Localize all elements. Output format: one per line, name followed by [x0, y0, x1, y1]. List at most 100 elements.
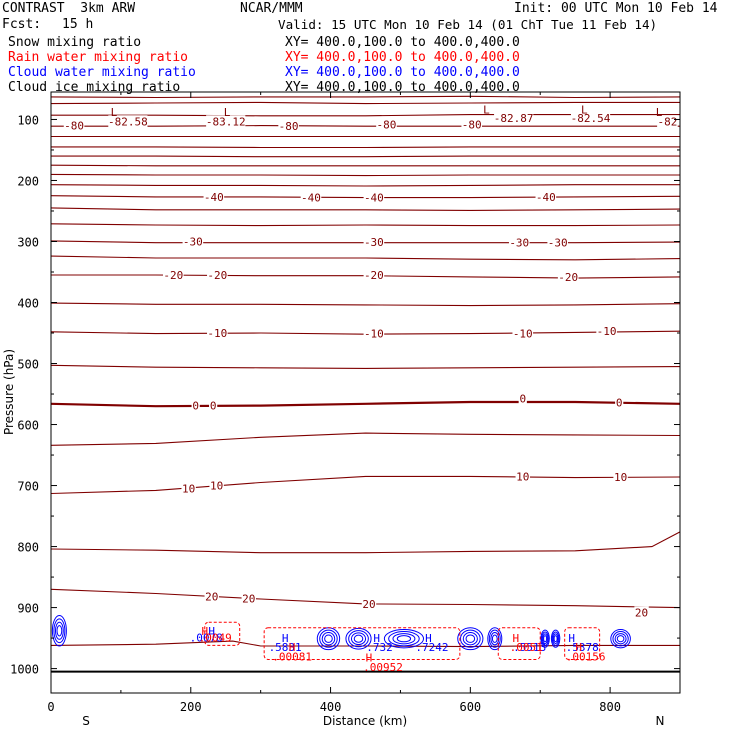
cloud-water-contour-6-2 — [542, 633, 548, 644]
y-tick-label-800: 800 — [17, 541, 39, 555]
contour-label-9-bg — [203, 190, 225, 203]
contour-label-32-bg — [613, 471, 628, 484]
rain-label-6: H — [512, 632, 519, 645]
contour-label-19: -20 — [364, 269, 384, 282]
contour-label-2-bg — [206, 115, 246, 128]
rain-label-1: .0049 — [199, 631, 232, 644]
y-tick-label-100: 100 — [17, 113, 39, 127]
cloud-water-contour-7-0 — [550, 629, 561, 648]
cloud-water-contour-7-3 — [553, 635, 558, 643]
contour-label-19-bg — [363, 269, 385, 282]
contour-label-33: 20 — [205, 591, 218, 604]
temperature-contour-12 — [50, 223, 681, 227]
y-tick-label-1000: 1000 — [10, 663, 39, 677]
rain-label-0: H — [201, 625, 208, 638]
legend-snow-label: Snow mixing ratio — [8, 35, 142, 50]
temperature-contour-16 — [50, 302, 681, 307]
y-tick-label-400: 400 — [17, 297, 39, 311]
cloud-water-contour-5-1 — [488, 629, 501, 648]
contour-label-31: 10 — [516, 470, 529, 483]
contour-labels: -80 -82.58 -83.12 -80 -80 -80 -82.87 -82.54 -82 -… — [63, 104, 678, 674]
y-tick-label-200: 200 — [17, 174, 39, 188]
extremum-label-4: L — [656, 106, 663, 119]
cloud-water-contour-4-3 — [465, 634, 476, 643]
rain-water-contours — [204, 621, 601, 660]
contour-label-34-bg — [241, 592, 256, 605]
rain-water-contour-1 — [263, 627, 461, 660]
temperature-contour-7 — [50, 164, 680, 167]
temperature-contour-9 — [50, 184, 680, 187]
contour-label-3: -80 — [279, 120, 299, 133]
contour-label-5: -80 — [462, 118, 482, 131]
contour-label-18: -20 — [207, 269, 227, 282]
temperature-contour-3 — [51, 125, 680, 127]
contour-label-30: 10 — [210, 480, 223, 493]
contour-label-12-bg — [535, 190, 557, 203]
contour-label-23-bg — [512, 327, 534, 340]
cloud-water-contour-0-0 — [51, 615, 67, 647]
temperature-contour-1 — [50, 101, 680, 105]
header-fcst-label: Fcst: — [2, 17, 42, 32]
extremum-label-2: L — [483, 104, 490, 117]
cloud-label-3: .5831 — [269, 641, 302, 654]
contour-label-13: -30 — [183, 235, 203, 248]
contour-label-36-bg — [634, 606, 649, 619]
plot-frame — [50, 91, 681, 694]
contour-label-9: -40 — [204, 191, 224, 204]
contour-label-16-bg — [547, 236, 568, 249]
legend-cloud-label: Cloud water mixing ratio — [8, 65, 196, 80]
rain-water-contour-0 — [204, 621, 241, 646]
cloud-water-contour-2-0 — [345, 627, 372, 650]
contour-label-34: 20 — [242, 592, 255, 605]
cloud-water-contour-2-3 — [353, 634, 364, 643]
header-valid: Valid: 15 UTC Mon 10 Feb 14 (01 ChT Tue … — [278, 17, 658, 32]
cloud-water-contour-4-2 — [462, 632, 478, 646]
contour-label-26: 0 — [210, 400, 217, 413]
contour-label-25-bg — [191, 399, 200, 412]
temperature-contour-11 — [50, 207, 681, 211]
temperature-contour-14 — [50, 255, 681, 261]
rain-label-3: .00081 — [272, 650, 312, 663]
contour-label-35-bg — [361, 597, 377, 610]
legend-rain-label: Rain water mixing ratio — [8, 50, 189, 65]
x-end-right-label: N — [656, 714, 665, 728]
contour-label-29-bg — [181, 482, 196, 495]
rain-water-contour-3 — [564, 627, 601, 660]
contour-label-20-bg — [557, 270, 579, 283]
contour-label-26-bg — [209, 399, 218, 412]
contour-label-27: 0 — [519, 392, 526, 405]
contour-label-22-bg — [363, 327, 385, 340]
x-tick-label-200: 200 — [180, 700, 202, 714]
contour-label-4: -80 — [377, 118, 397, 131]
legend-ice-xy: XY= 400.0,100.0 to 400.0,400.0 — [285, 80, 520, 95]
contour-label-11: -40 — [364, 192, 384, 205]
rain-label-2: H — [289, 641, 296, 654]
cloud-water-contour-2-1 — [348, 630, 369, 648]
cloud-label-6: H — [425, 632, 432, 645]
legend-cloud-xy: XY= 400.0,100.0 to 400.0,400.0 — [285, 65, 520, 80]
contour-label-18-bg — [207, 269, 228, 282]
cloud-water-contour-1-3 — [324, 634, 333, 643]
contour-label-0-bg — [63, 119, 85, 132]
contour-label-24-bg — [596, 325, 617, 338]
rain-label-4: H — [366, 652, 373, 665]
contour-label-8: -82 — [657, 115, 677, 128]
contour-label-23: -10 — [513, 328, 533, 341]
temperature-contour-0 — [50, 95, 681, 99]
cloud-water-contour-0-2 — [54, 621, 64, 640]
cloud-label-9: .5378 — [566, 641, 599, 654]
y-tick-label-900: 900 — [17, 602, 39, 616]
cloud-water-contour-8-0 — [610, 629, 631, 649]
cloud-water-contour-4-0 — [457, 627, 484, 651]
contour-label-17-bg — [163, 269, 184, 282]
contour-label-2: -83.12 — [206, 115, 246, 128]
contour-label-1: -82.58 — [108, 115, 148, 128]
cloud-label-0: H — [208, 625, 215, 638]
y-axis-label: Pressure (hPa) — [2, 349, 16, 435]
cloud-water-contour-6-0 — [540, 629, 550, 648]
rain-label-9: .00156 — [566, 650, 606, 663]
temperature-contour-18 — [50, 364, 681, 369]
cloud-water-contour-8-3 — [616, 635, 625, 643]
y-tick-label-500: 500 — [17, 358, 39, 372]
